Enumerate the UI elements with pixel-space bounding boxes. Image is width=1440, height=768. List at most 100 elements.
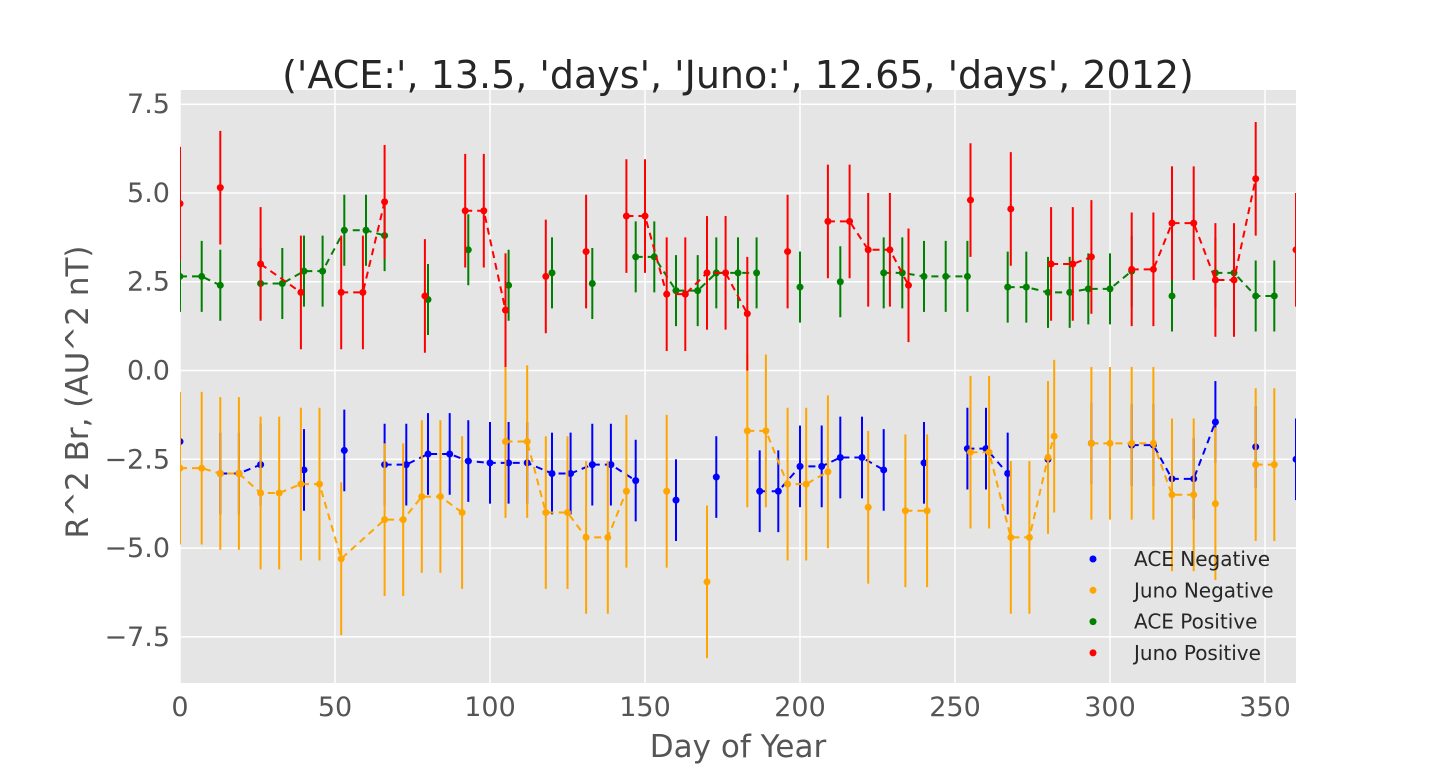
juno-positive-point [216, 184, 224, 192]
chart-title: ('ACE:', 13.5, 'days', 'Juno:', 12.65, '… [282, 53, 1194, 97]
juno-negative-legend-marker [1089, 586, 1097, 594]
ace-negative-point [920, 459, 928, 467]
juno-positive-point [784, 248, 792, 256]
ace-negative-point [672, 496, 680, 504]
juno-negative-point [784, 480, 792, 488]
ace-negative-point [402, 461, 410, 469]
ace-negative-point [464, 457, 472, 465]
ace-negative-point [880, 466, 888, 474]
y-tick-label: 7.5 [127, 89, 170, 120]
juno-negative-point [1087, 439, 1095, 447]
juno-negative-point [1211, 500, 1219, 508]
juno-positive-point [502, 306, 509, 314]
juno-negative-point [337, 555, 345, 563]
juno-positive-point [886, 246, 894, 254]
juno-positive-point [663, 290, 671, 298]
ace-positive-point [198, 272, 206, 280]
juno-negative-point [235, 469, 243, 477]
juno-positive-point [967, 196, 974, 204]
juno-negative-point [257, 489, 265, 497]
ace-negative-point [1004, 469, 1012, 477]
juno-positive-point [722, 269, 730, 277]
juno-negative-point [542, 509, 550, 517]
y-tick-label: 2.5 [127, 267, 170, 298]
ace-positive-point [340, 226, 348, 234]
ace-positive-point [920, 272, 928, 280]
juno-positive-point [622, 212, 630, 220]
ace-positive-point [1066, 288, 1074, 296]
juno-negative-point [1044, 454, 1052, 462]
juno-negative-point [1050, 432, 1058, 440]
juno-negative-point [564, 509, 571, 517]
juno-negative-point [622, 487, 630, 495]
ace-positive-point [278, 280, 286, 288]
juno-positive-point [864, 246, 872, 254]
juno-positive-point [1007, 205, 1015, 213]
juno-negative-point [399, 516, 407, 524]
juno-positive-point [359, 288, 367, 296]
x-tick-label: 50 [318, 692, 352, 723]
ace-positive-point [464, 246, 472, 254]
ace-negative-point [836, 454, 844, 462]
juno-negative-point [502, 438, 509, 446]
ace-positive-point [963, 272, 971, 280]
ace-positive-point [734, 269, 742, 277]
ace-negative-point [632, 477, 640, 485]
juno-positive-point [337, 288, 345, 296]
ace-negative-point [1211, 418, 1219, 426]
y-axis-ticks: 7.5 5.0 2.5 0.0 −2.5 −5.0 −7.5 [104, 89, 170, 653]
x-tick-label: 200 [774, 692, 826, 723]
juno-negative-point [1168, 491, 1176, 499]
juno-negative-point [703, 578, 711, 586]
x-tick-label: 300 [1084, 692, 1136, 723]
ace-negative-point [858, 454, 866, 462]
juno-negative-legend-label: Juno Negative [1132, 578, 1274, 602]
ace-negative-point [424, 450, 432, 458]
juno-positive-point [1230, 276, 1238, 284]
x-tick-label: 0 [171, 692, 188, 723]
x-axis-label: Day of Year [650, 729, 827, 765]
juno-negative-point [316, 480, 323, 488]
ace-positive-point [1270, 292, 1278, 300]
juno-positive-point [681, 290, 689, 298]
juno-negative-series [180, 354, 1278, 659]
ace-positive-point [588, 280, 596, 288]
juno-positive-point [381, 198, 389, 206]
juno-positive-point [1128, 265, 1136, 273]
ace-positive-point [1252, 292, 1260, 300]
juno-positive-point [1190, 219, 1198, 227]
ace-positive-point [548, 269, 556, 277]
juno-negative-point [1007, 533, 1015, 541]
ace-negative-point [486, 459, 494, 467]
y-tick-label: −7.5 [104, 622, 170, 653]
juno-negative-point [604, 533, 612, 541]
juno-positive-point [257, 260, 265, 268]
juno-negative-line [180, 467, 463, 561]
juno-negative-point [985, 448, 993, 456]
juno-positive-point [905, 281, 912, 289]
ace-negative-point [712, 473, 720, 481]
ace-negative-point [340, 446, 348, 454]
y-tick-label: 0.0 [127, 356, 170, 387]
juno-positive-series [180, 121, 1296, 371]
ace-negative-point [300, 466, 308, 474]
ace-positive-point [753, 269, 761, 277]
juno-negative-point [198, 464, 206, 472]
ace-positive-point [216, 281, 224, 289]
ace-negative-point [607, 461, 615, 469]
juno-negative-point [967, 448, 974, 456]
ace-positive-point [880, 269, 888, 277]
juno-negative-point [663, 487, 671, 495]
ace-positive-point [1044, 288, 1052, 296]
ace-positive-point [1022, 283, 1030, 291]
y-axis-label: R^2 Br, (AU^2 nT) [60, 245, 96, 538]
ace-negative-point [446, 450, 454, 458]
juno-negative-point [216, 469, 224, 477]
x-tick-label: 250 [929, 692, 981, 723]
ace-negative-point [774, 487, 782, 495]
ace-positive-point [180, 272, 184, 280]
ace-negative-point [567, 469, 575, 477]
ace-positive-point [1084, 285, 1092, 293]
ace-positive-legend-marker [1089, 618, 1097, 626]
